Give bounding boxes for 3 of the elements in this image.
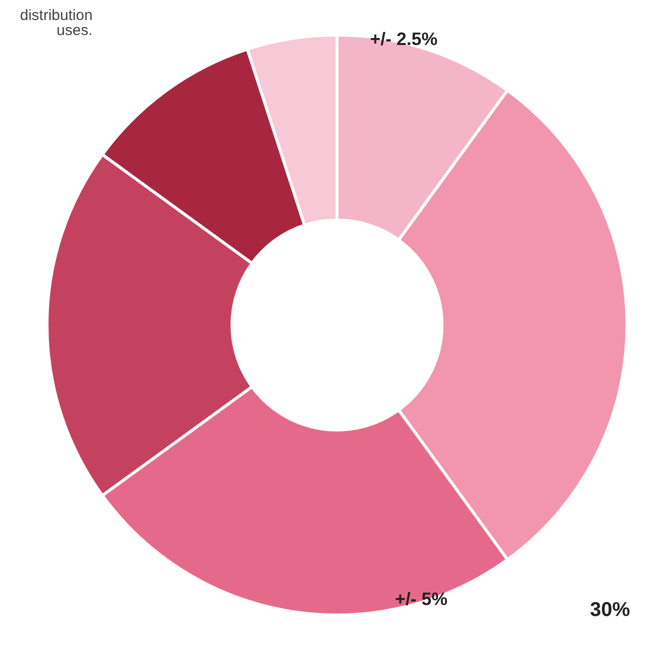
text: distribution uses. [20,7,93,39]
text: 30% [590,599,630,621]
text: +/- 2.5% [370,29,438,49]
